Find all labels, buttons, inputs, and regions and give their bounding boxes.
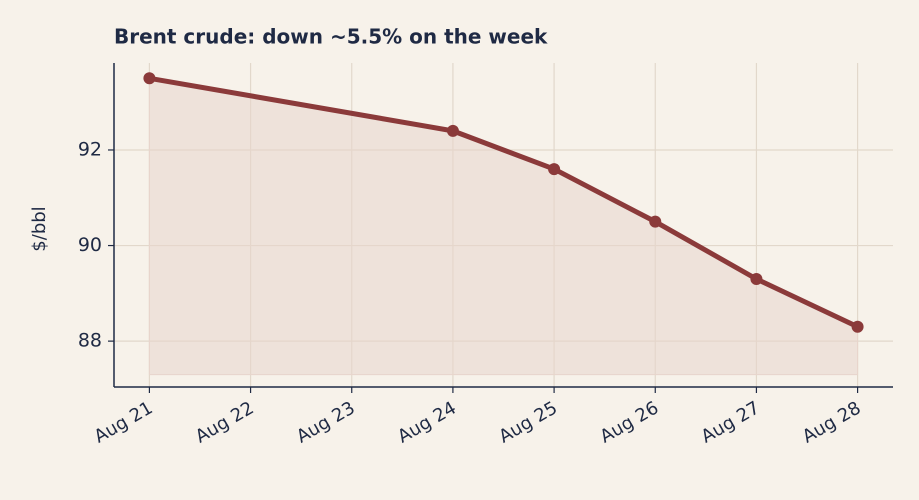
point xyxy=(446,124,459,137)
point xyxy=(750,273,763,285)
y-axis-label: $/bbl xyxy=(29,206,50,251)
point xyxy=(548,163,561,176)
y-tick-label: 92 xyxy=(78,138,102,160)
point xyxy=(143,72,156,85)
point xyxy=(851,320,864,333)
point xyxy=(649,215,662,228)
line xyxy=(148,75,859,330)
chart-title: Brent crude: down ~5.5% on the week xyxy=(114,25,548,49)
y-tick-label: 88 xyxy=(78,330,102,352)
y-tick-label: 90 xyxy=(78,234,102,256)
